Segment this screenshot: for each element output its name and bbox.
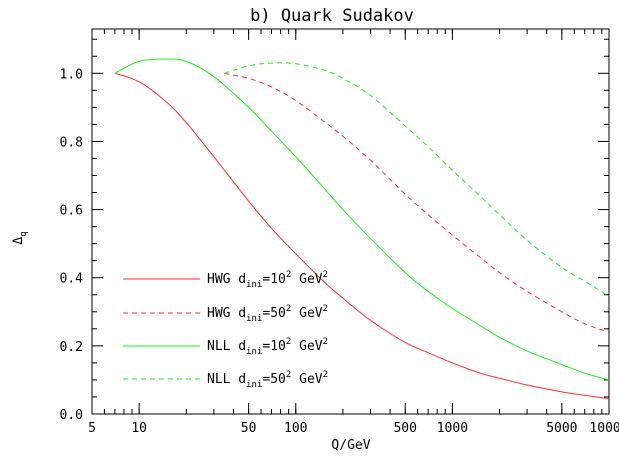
axis-ticks: [91, 29, 610, 415]
x-tick-label: 500: [393, 421, 416, 436]
y-axis-label-main: Δ: [11, 237, 26, 245]
x-tick-label: 50: [241, 421, 257, 436]
series-line-4: [224, 62, 610, 297]
legend-label-2: HWG dini=502 GeV2: [207, 304, 328, 324]
y-tick-label: 0.4: [60, 272, 84, 287]
series-line-2: [224, 72, 610, 333]
y-axis-label-sub: q: [19, 231, 29, 236]
chart-title: b) Quark Sudakov: [250, 6, 414, 26]
x-tick-label: 100: [284, 421, 307, 436]
legend: HWG dini=102 GeV2 HWG dini=502 GeV2 NLL di…: [123, 270, 328, 390]
y-tick-label: 0.2: [60, 340, 83, 355]
legend-label-4: NLL dini=502 GeV2: [207, 370, 328, 390]
y-tick-label: 0.0: [60, 408, 83, 423]
x-tick-label: 1000: [437, 421, 468, 436]
series-lines: [114, 58, 610, 400]
y-tick-label: 0.6: [60, 204, 83, 219]
legend-label-1: HWG dini=102 GeV2: [207, 270, 328, 290]
y-tick-label: 0.8: [60, 135, 83, 150]
x-tick-label: 10: [131, 421, 147, 436]
y-axis-label: Δq: [11, 231, 29, 244]
series-line-1: [114, 72, 610, 400]
x-tick-label: 5: [88, 421, 96, 436]
series-line-3: [114, 58, 610, 381]
plot-frame: [91, 28, 610, 415]
x-tick-label: 5000: [546, 421, 577, 436]
y-tick-label: 1.0: [60, 67, 83, 82]
legend-label-3: NLL dini=102 GeV2: [207, 337, 328, 357]
x-axis-label: Q/GeV: [331, 438, 370, 453]
